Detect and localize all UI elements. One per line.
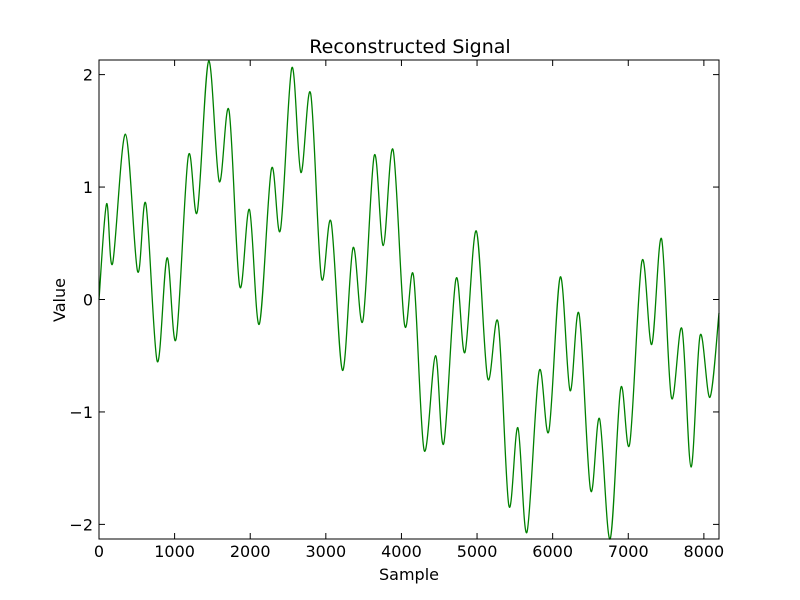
- series-group: [98, 60, 720, 540]
- x-tick-label: 5000: [457, 542, 498, 561]
- y-tick-label: 1: [83, 178, 93, 197]
- y-tick-label: −2: [69, 515, 93, 534]
- y-axis-label: Value: [50, 278, 69, 322]
- x-tick-label: 8000: [684, 542, 725, 561]
- x-tick-label: 0: [94, 542, 104, 561]
- y-axis: 2 1 0 −1 −2: [69, 66, 719, 534]
- x-axis-label: Sample: [379, 565, 439, 584]
- x-tick-label: 3000: [305, 542, 346, 561]
- x-axis: 0 1000 2000 3000 4000 5000 6000 7000 8000: [94, 60, 724, 561]
- plot-area: [98, 59, 720, 540]
- signal-line-0: [98, 60, 720, 540]
- chart-title: Reconstructed Signal: [309, 36, 510, 58]
- y-tick-label: 2: [83, 66, 93, 85]
- y-tick-label: −1: [69, 403, 93, 422]
- x-tick-label: 2000: [230, 542, 271, 561]
- x-tick-label: 1000: [154, 542, 195, 561]
- x-tick-label: 6000: [532, 542, 573, 561]
- x-tick-label: 7000: [608, 542, 649, 561]
- y-tick-label: 0: [83, 291, 93, 310]
- x-tick-label: 4000: [381, 542, 422, 561]
